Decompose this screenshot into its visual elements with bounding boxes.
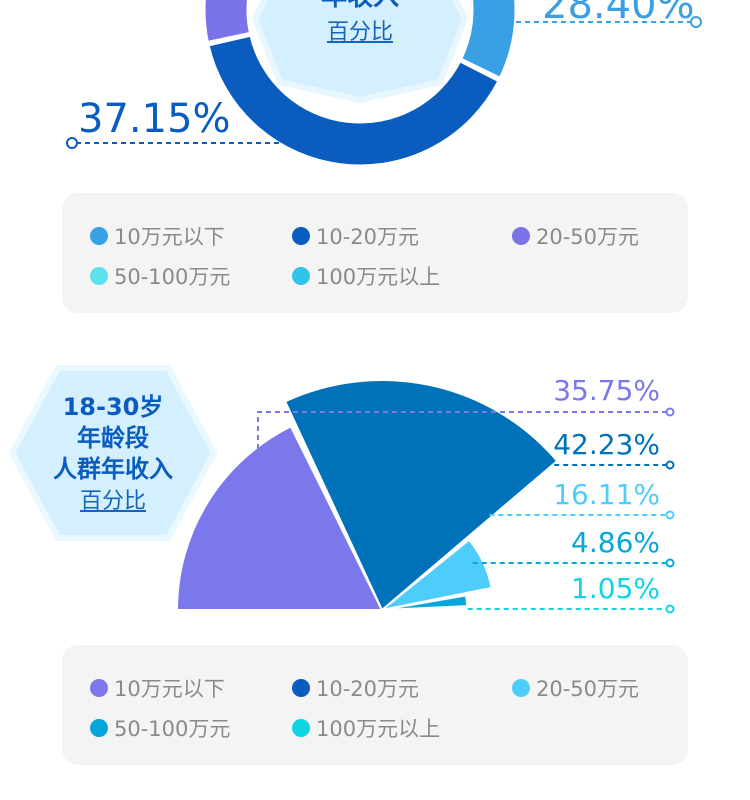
legend-dot	[292, 267, 310, 285]
semi-value-label: 42.23%	[553, 428, 660, 461]
semi-value-label: 4.86%	[571, 526, 660, 559]
semi-title: 18-30岁 年龄段 人群年收入 百分比	[28, 392, 198, 517]
donut-chart	[66, 0, 702, 168]
semi-leader-end	[665, 460, 675, 470]
legend-dot	[90, 227, 108, 245]
donut-title-hexagon	[251, 0, 469, 104]
semi-title-line-2: 年龄段	[77, 424, 149, 452]
legend2-item-1: 10-20万元	[292, 673, 419, 703]
donut-slice-20-50万元	[202, 0, 253, 45]
legend-dot	[292, 719, 310, 737]
donut-label-left: 37.15%	[78, 96, 231, 142]
donut-leader-right-end	[690, 16, 702, 28]
semi-leader-end	[665, 407, 675, 417]
semi-leader-end	[665, 558, 675, 568]
semi-slice-10万元以下	[175, 425, 384, 611]
legend1-item-3: 50-100万元	[90, 261, 230, 291]
donut-slice-10万元以下	[458, 0, 518, 81]
legend-label: 50-100万元	[114, 717, 231, 741]
legend2-item-2: 20-50万元	[512, 673, 639, 703]
legend-box-2: 10万元以下 10-20万元 20-50万元 50-100万元 100万元以上	[62, 645, 688, 765]
semi-slice-100万元以上	[381, 607, 463, 611]
legend-dot	[90, 719, 108, 737]
semi-leader-end	[665, 510, 675, 520]
donut-slice-10-20万元	[206, 33, 502, 168]
legend-box-1: 10万元以下 10-20万元 20-50万元 50-100万元 100万元以上	[62, 193, 688, 313]
semi-title-line-1: 18-30岁	[62, 393, 164, 421]
legend-label: 10-20万元	[316, 225, 420, 249]
semi-leader-line	[257, 411, 668, 458]
legend-label: 20-50万元	[536, 677, 640, 701]
semi-slice-10-20万元	[283, 379, 559, 612]
legend1-item-0: 10万元以下	[90, 221, 225, 251]
legend-dot	[90, 679, 108, 697]
donut-label-right: 28.40%	[542, 0, 695, 28]
legend-dot	[90, 267, 108, 285]
legend-label: 10-20万元	[316, 677, 420, 701]
donut-title: 年收入 百分比	[290, 0, 430, 46]
legend-label: 20-50万元	[536, 225, 640, 249]
donut-subtitle-link[interactable]: 百分比	[326, 20, 393, 45]
legend1-item-2: 20-50万元	[512, 221, 639, 251]
legend1-item-1: 10-20万元	[292, 221, 419, 251]
legend-label: 100万元以上	[316, 717, 441, 741]
legend-dot	[512, 679, 530, 697]
semi-leader-end	[665, 604, 675, 614]
semicircle-chart	[8, 365, 675, 614]
legend-label: 50-100万元	[114, 265, 231, 289]
legend-label: 10万元以下	[114, 677, 225, 701]
legend2-item-4: 100万元以上	[292, 713, 440, 743]
donut-leader-left-end	[66, 137, 78, 149]
semi-title-line-3: 人群年收入	[53, 455, 173, 483]
semi-value-label: 35.75%	[553, 374, 660, 407]
legend-dot	[292, 227, 310, 245]
legend-label: 100万元以上	[316, 265, 441, 289]
legend2-item-0: 10万元以下	[90, 673, 225, 703]
legend1-item-4: 100万元以上	[292, 261, 440, 291]
semi-value-label: 16.11%	[553, 478, 660, 511]
legend2-item-3: 50-100万元	[90, 713, 230, 743]
semi-subtitle-link[interactable]: 百分比	[79, 489, 146, 514]
donut-title-line: 年收入	[290, 0, 430, 12]
semi-title-hexagon	[8, 365, 218, 541]
semi-slice-50-100万元	[381, 594, 469, 611]
legend-dot	[292, 679, 310, 697]
semi-value-label: 1.05%	[571, 572, 660, 605]
legend-dot	[512, 227, 530, 245]
legend-label: 10万元以下	[114, 225, 225, 249]
